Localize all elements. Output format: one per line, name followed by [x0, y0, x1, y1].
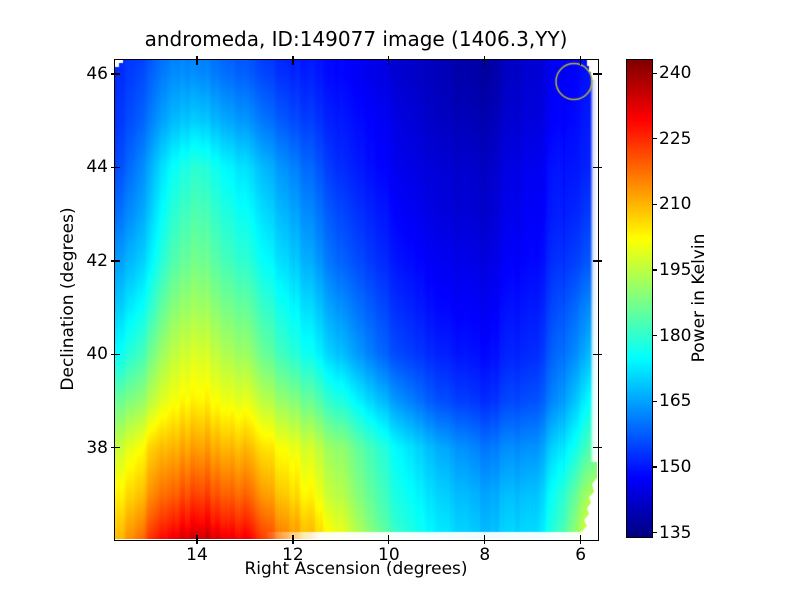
x-tick-mark-bottom	[484, 534, 486, 544]
colorbar-tick-mark	[652, 466, 657, 468]
y-tick-mark-left	[110, 447, 120, 449]
colorbar-tick-label: 225	[659, 128, 692, 149]
x-tick-mark-bottom	[580, 534, 582, 544]
y-tick-mark-right	[592, 260, 602, 262]
colorbar-label: Power in Kelvin	[689, 233, 709, 363]
colorbar-tick-label: 210	[659, 194, 692, 215]
colorbar-tick-mark	[652, 400, 657, 402]
y-tick-label: 40	[86, 344, 108, 365]
colorbar-tick-label: 240	[659, 63, 692, 84]
colorbar-tick-label: 165	[659, 391, 692, 412]
colorbar-tick-mark	[652, 335, 657, 337]
y-tick-label: 42	[86, 250, 108, 271]
y-tick-mark-left	[110, 353, 120, 355]
colorbar-tick-label: 195	[659, 260, 692, 281]
x-tick-mark-bottom	[196, 534, 198, 544]
y-tick-mark-left	[110, 166, 120, 169]
x-tick-mark-top	[388, 55, 390, 65]
y-tick-mark-right	[592, 166, 602, 169]
y-tick-mark-right	[592, 447, 602, 449]
x-tick-label: 10	[378, 545, 400, 565]
heatmap-image	[115, 60, 597, 539]
x-axis-label: Right Ascension (degrees)	[244, 559, 468, 579]
y-tick-mark-left	[110, 260, 120, 262]
x-tick-label: 14	[186, 545, 208, 565]
colorbar-tick-mark	[652, 269, 657, 271]
colorbar-tick-label: 150	[659, 456, 692, 477]
colorbar-tick-mark	[652, 138, 657, 140]
y-tick-mark-right	[592, 73, 602, 75]
y-tick-label: 44	[86, 157, 108, 178]
x-tick-mark-bottom	[388, 534, 390, 544]
colorbar-tick-mark	[652, 532, 657, 534]
y-tick-mark-left	[110, 73, 120, 75]
colorbar-tick-mark	[652, 203, 657, 205]
x-tick-label: 6	[575, 545, 587, 565]
y-tick-label: 38	[86, 437, 108, 458]
y-tick-mark-right	[592, 353, 602, 355]
x-tick-label: 12	[282, 545, 304, 565]
x-tick-mark-top	[292, 55, 294, 65]
x-tick-mark-top	[484, 55, 486, 65]
x-tick-mark-top	[580, 55, 582, 65]
x-tick-mark-bottom	[292, 534, 294, 544]
x-tick-label: 8	[479, 545, 491, 565]
colorbar-tick-label: 135	[659, 522, 692, 543]
y-tick-label: 46	[86, 64, 108, 85]
colorbar-tick-mark	[652, 72, 657, 74]
plot-title: andromeda, ID:149077 image (1406.3,YY)	[144, 27, 568, 51]
colorbar-gradient	[627, 60, 652, 537]
x-tick-mark-top	[196, 55, 198, 65]
y-axis-label: Declination (degrees)	[58, 207, 78, 391]
colorbar-tick-label: 180	[659, 325, 692, 346]
